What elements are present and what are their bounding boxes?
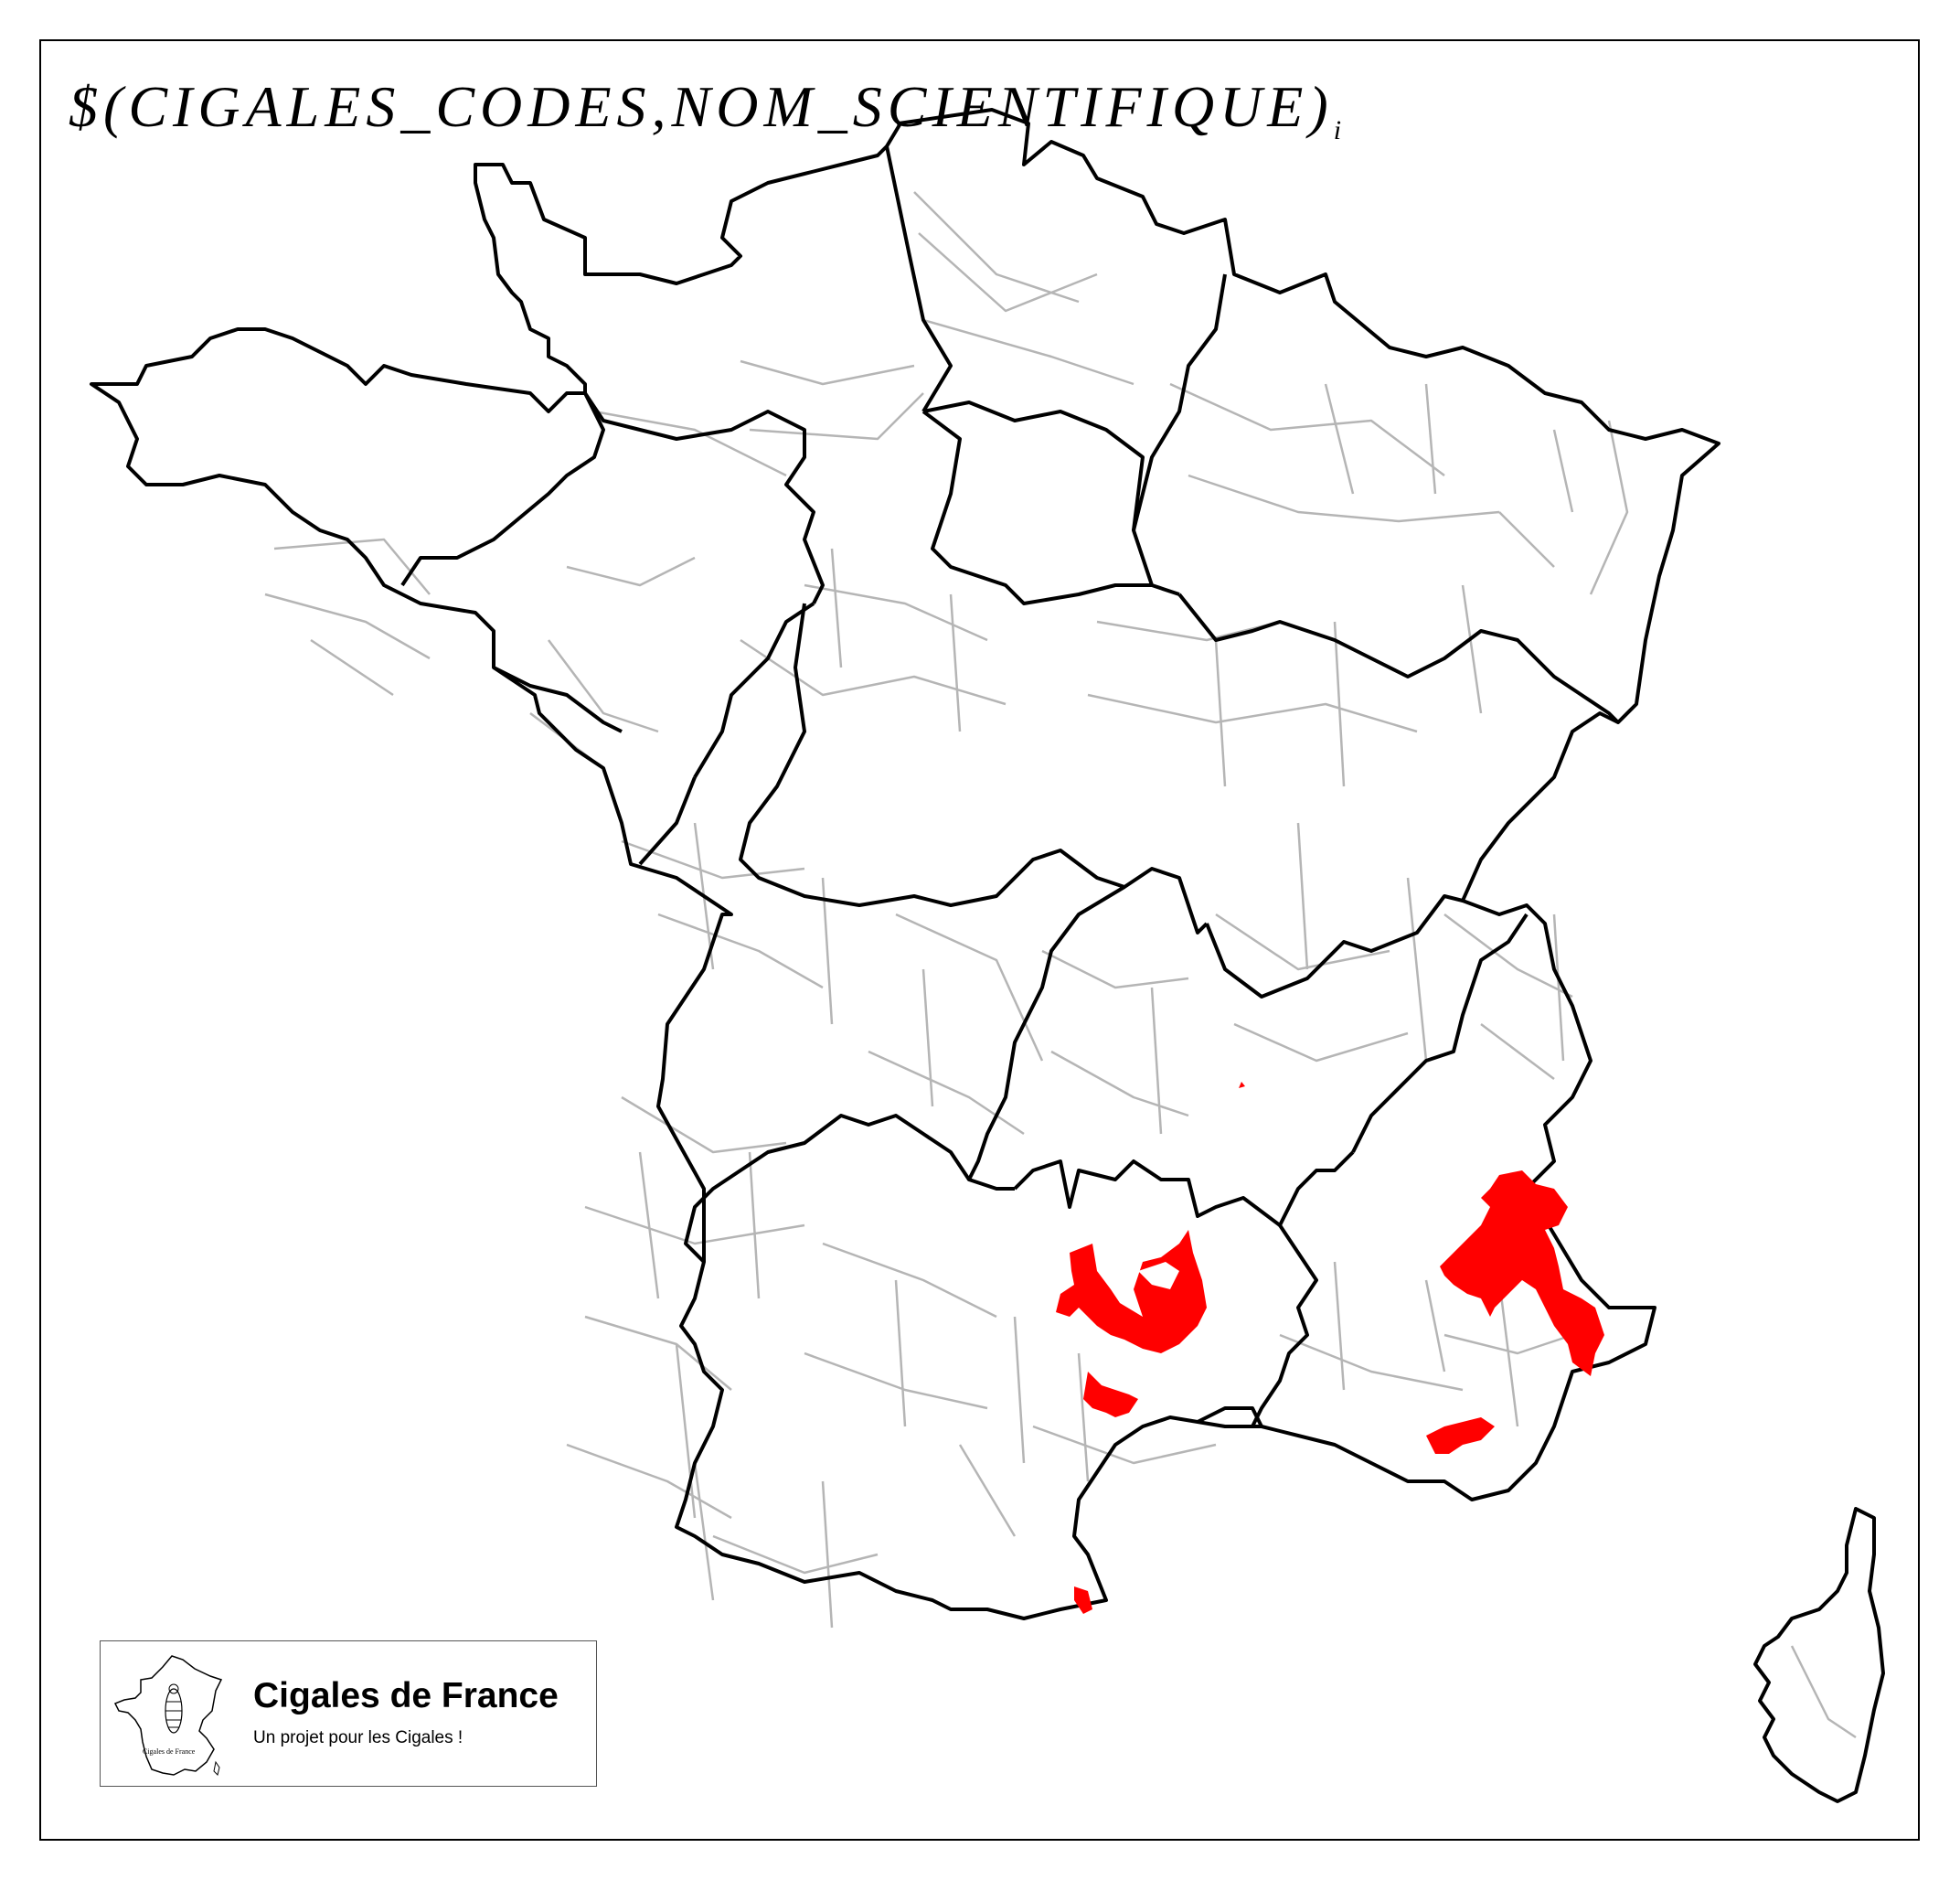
map-frame (39, 39, 1920, 1841)
species-presence-areas (1056, 1082, 1604, 1614)
map-title-subscript: i (1333, 115, 1342, 145)
corsica-outline (1753, 1507, 1885, 1803)
region-borders (90, 108, 1720, 1620)
map-title: $(CIGALES_CODES,NOM_SCIENTIFIQUE)i (69, 74, 1342, 145)
logo-box: Cigales de France Cigales de France Un p… (100, 1640, 597, 1787)
logo-name: Cigales de France (253, 1676, 559, 1715)
logo-tagline: Un projet pour les Cigales ! (253, 1728, 463, 1747)
department-borders (264, 191, 1857, 1739)
logo-caption: Cigales de France (143, 1747, 196, 1756)
france-map-cicada-icon (113, 1655, 223, 1776)
